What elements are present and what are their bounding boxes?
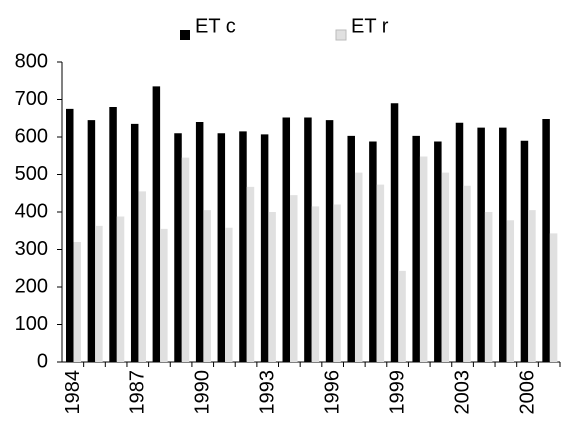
y-tick-label: 500 <box>15 163 48 185</box>
bar <box>203 210 211 362</box>
bar <box>290 195 298 362</box>
y-tick-label: 700 <box>15 88 48 110</box>
x-tick-label: 2006 <box>516 370 538 415</box>
bar <box>304 117 312 362</box>
bar <box>347 135 355 362</box>
bar <box>376 184 385 362</box>
x-tick-label: 1999 <box>387 370 409 415</box>
bar <box>109 107 117 362</box>
bar <box>73 242 81 362</box>
bar <box>181 157 190 362</box>
bar <box>87 120 96 362</box>
bar <box>390 103 399 362</box>
y-tick-label: 800 <box>15 50 48 72</box>
bar <box>130 123 139 362</box>
y-tick-label: 200 <box>15 275 48 297</box>
bar <box>455 122 464 362</box>
y-tick-label: 400 <box>15 200 48 222</box>
bar <box>246 186 255 362</box>
bar <box>463 185 471 362</box>
legend-label: ET c <box>195 15 236 37</box>
bar <box>225 227 233 362</box>
bar <box>528 210 536 362</box>
x-tick-label: 2003 <box>452 370 474 415</box>
y-tick-label: 600 <box>15 125 48 147</box>
bar <box>152 86 161 362</box>
bar <box>311 206 320 362</box>
bar <box>419 156 428 362</box>
legend-swatch <box>335 29 347 41</box>
x-tick-label: 1984 <box>62 370 84 415</box>
bar <box>441 172 450 362</box>
x-tick-label: 1993 <box>257 370 279 415</box>
bar <box>477 127 485 362</box>
bar <box>195 122 204 362</box>
bar <box>412 135 420 362</box>
x-tick-label: 1996 <box>322 370 344 415</box>
bar <box>116 216 125 362</box>
bar <box>520 140 529 362</box>
bar <box>484 212 493 362</box>
y-tick-label: 0 <box>37 350 48 372</box>
bar <box>325 120 334 362</box>
bar <box>160 228 168 362</box>
legend-swatch <box>180 30 190 40</box>
bar <box>506 220 515 362</box>
bar <box>369 141 377 362</box>
bar <box>66 108 74 362</box>
bar <box>268 212 276 362</box>
y-tick-label: 300 <box>15 238 48 260</box>
bar <box>434 141 442 362</box>
bar <box>499 127 507 362</box>
bar <box>282 117 291 362</box>
bar <box>174 133 182 362</box>
bar <box>549 233 558 362</box>
bar <box>542 119 550 362</box>
bar <box>333 204 341 362</box>
bar <box>354 172 363 362</box>
bar <box>260 134 269 362</box>
bar <box>398 270 406 362</box>
bar <box>217 133 226 362</box>
bar <box>239 131 247 362</box>
x-tick-label: 1990 <box>192 370 214 415</box>
y-tick-label: 100 <box>15 313 48 335</box>
legend-label: ET r <box>351 15 389 37</box>
x-tick-label: 1987 <box>127 370 149 415</box>
bar <box>138 191 146 362</box>
bar <box>95 225 103 362</box>
